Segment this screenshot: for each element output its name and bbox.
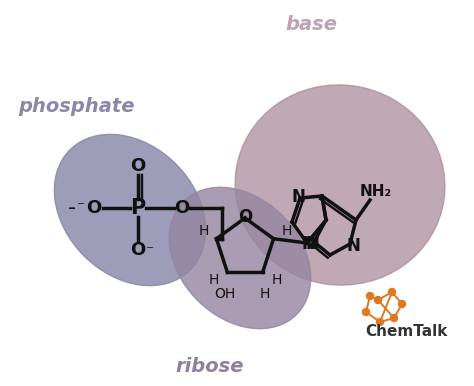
Circle shape [376, 318, 383, 325]
Text: NH₂: NH₂ [360, 185, 392, 200]
Text: O: O [130, 241, 146, 259]
Text: base: base [285, 15, 337, 34]
Text: O: O [174, 199, 190, 217]
Ellipse shape [235, 85, 445, 285]
Text: -: - [68, 198, 76, 218]
Circle shape [363, 308, 370, 315]
Text: H: H [259, 287, 270, 301]
Circle shape [374, 296, 382, 303]
Text: phosphate: phosphate [18, 97, 135, 116]
Ellipse shape [55, 134, 206, 286]
Text: P: P [130, 198, 146, 218]
Text: N: N [291, 188, 305, 206]
Text: H: H [282, 224, 292, 238]
Text: O: O [238, 208, 252, 226]
Circle shape [389, 288, 395, 296]
Text: ribose: ribose [175, 357, 244, 376]
Text: ⁻: ⁻ [77, 200, 85, 215]
Text: N: N [301, 235, 315, 253]
Ellipse shape [169, 187, 311, 329]
Text: H: H [208, 273, 219, 287]
Text: O: O [130, 157, 146, 175]
Text: ⁻: ⁻ [146, 244, 154, 259]
Text: OH: OH [215, 287, 236, 301]
Text: ChemTalk: ChemTalk [365, 325, 447, 340]
Circle shape [391, 315, 398, 322]
Circle shape [399, 300, 405, 308]
Circle shape [366, 293, 374, 300]
Text: N: N [305, 235, 319, 253]
Text: N: N [346, 237, 360, 255]
Text: H: H [272, 273, 282, 287]
Text: O: O [86, 199, 101, 217]
Text: H: H [198, 224, 209, 238]
